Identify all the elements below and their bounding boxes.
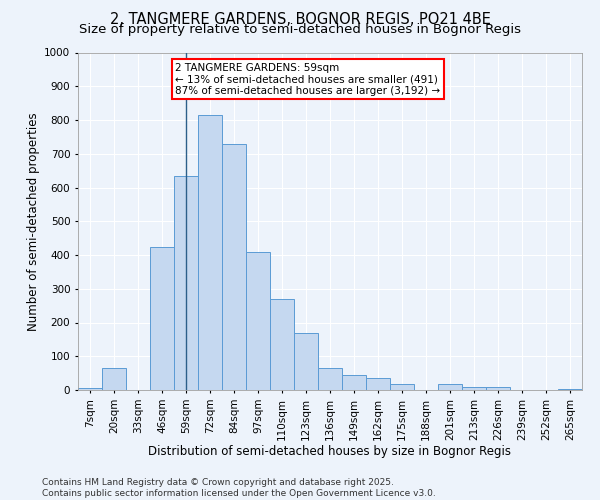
Text: Size of property relative to semi-detached houses in Bognor Regis: Size of property relative to semi-detach… (79, 22, 521, 36)
Bar (318, 368, 342, 390)
Bar (78, 388, 102, 390)
Bar (150, 246, 174, 390)
Bar (246, 252, 270, 390)
Bar (198, 115, 222, 390)
Y-axis label: Number of semi-detached properties: Number of semi-detached properties (27, 112, 40, 330)
Bar (222, 144, 246, 390)
Bar (342, 375, 366, 390)
Bar (270, 299, 294, 390)
Bar (558, 389, 582, 390)
Bar (390, 384, 414, 390)
X-axis label: Distribution of semi-detached houses by size in Bognor Regis: Distribution of semi-detached houses by … (149, 446, 511, 458)
Text: Contains HM Land Registry data © Crown copyright and database right 2025.
Contai: Contains HM Land Registry data © Crown c… (42, 478, 436, 498)
Text: 2, TANGMERE GARDENS, BOGNOR REGIS, PO21 4BE: 2, TANGMERE GARDENS, BOGNOR REGIS, PO21 … (110, 12, 490, 28)
Bar (174, 176, 198, 390)
Bar (486, 388, 510, 390)
Bar (294, 332, 318, 390)
Text: 2 TANGMERE GARDENS: 59sqm
← 13% of semi-detached houses are smaller (491)
87% of: 2 TANGMERE GARDENS: 59sqm ← 13% of semi-… (175, 62, 440, 96)
Bar (438, 384, 462, 390)
Bar (102, 368, 126, 390)
Bar (366, 378, 390, 390)
Bar (462, 388, 486, 390)
